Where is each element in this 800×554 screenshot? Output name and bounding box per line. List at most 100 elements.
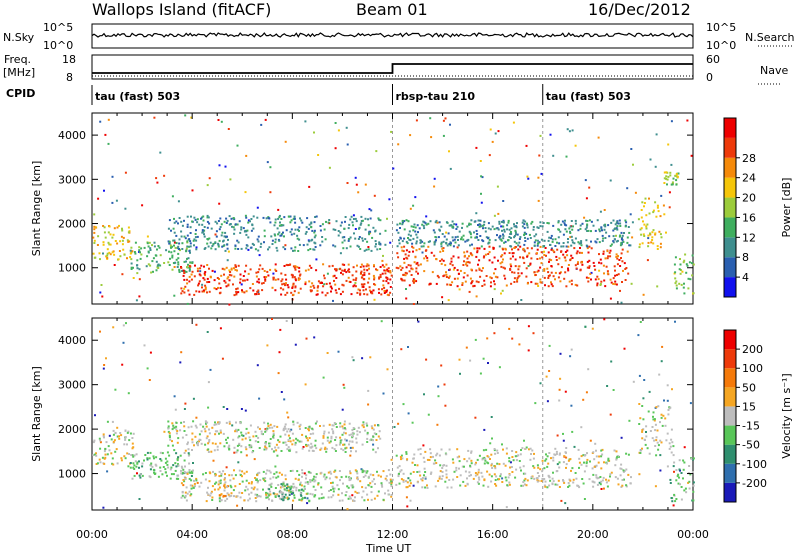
noise-pixel: [659, 469, 662, 472]
data-cell: [264, 278, 267, 281]
data-cell: [380, 482, 383, 485]
data-cell: [551, 238, 554, 241]
data-cell: [466, 264, 469, 267]
noise-pixel: [634, 191, 637, 194]
data-cell: [193, 293, 196, 296]
data-cell: [185, 250, 188, 253]
data-cell: [209, 494, 212, 497]
data-cell: [536, 226, 539, 229]
noise-pixel: [654, 165, 657, 168]
data-cell: [277, 233, 280, 236]
data-cell: [356, 430, 359, 433]
data-cell: [312, 248, 315, 251]
data-cell: [576, 284, 579, 287]
data-cell: [451, 220, 454, 223]
data-cell: [244, 489, 247, 492]
data-cell: [593, 465, 596, 468]
data-cell: [643, 235, 646, 237]
colorbar-tick-label: 8: [742, 251, 749, 264]
noise-pixel: [526, 175, 529, 178]
data-cell: [301, 447, 304, 450]
data-cell: [237, 248, 240, 250]
noise-pixel: [525, 144, 528, 147]
data-cell: [310, 221, 313, 224]
noise-pixel: [425, 215, 428, 218]
data-cell: [506, 484, 509, 487]
noise-pixel: [271, 318, 273, 320]
data-cell: [325, 447, 328, 450]
data-cell: [526, 479, 529, 482]
noise-pixel: [346, 508, 349, 511]
data-cell: [117, 258, 120, 261]
data-cell: [541, 256, 544, 259]
data-cell: [382, 498, 385, 501]
data-cell: [404, 271, 407, 274]
data-cell: [334, 283, 337, 286]
noise-pixel: [226, 408, 229, 410]
data-cell: [245, 247, 248, 250]
data-cell: [590, 220, 593, 223]
data-cell: [314, 242, 317, 245]
data-cell: [111, 236, 114, 239]
noise-pixel: [670, 120, 673, 123]
data-cell: [376, 269, 379, 272]
data-cell: [438, 477, 441, 480]
noise-pixel: [247, 248, 250, 251]
data-cell: [214, 248, 217, 251]
data-cell: [180, 465, 183, 468]
noise-pixel: [397, 422, 400, 425]
data-cell: [523, 232, 526, 235]
noise-pixel: [534, 402, 537, 405]
data-cell: [167, 425, 170, 428]
data-cell: [324, 446, 327, 449]
data-cell: [510, 282, 513, 285]
data-cell: [212, 470, 214, 473]
data-cell: [604, 257, 607, 260]
data-cell: [283, 235, 285, 238]
data-cell: [267, 248, 269, 251]
data-cell: [106, 256, 109, 259]
data-cell: [427, 222, 430, 225]
data-cell: [408, 238, 411, 241]
data-cell: [624, 219, 627, 222]
data-cell: [667, 413, 670, 416]
data-cell: [596, 483, 599, 486]
noise-pixel: [672, 504, 675, 507]
data-cell: [208, 432, 211, 435]
noise-pixel: [278, 351, 281, 354]
data-cell: [672, 445, 675, 448]
data-cell: [538, 475, 541, 478]
noise-pixel: [659, 454, 662, 457]
data-cell: [313, 495, 316, 498]
data-cell: [256, 493, 259, 496]
noise-pixel: [136, 472, 138, 475]
data-cell: [330, 472, 333, 475]
data-cell: [190, 475, 193, 477]
data-cell: [93, 256, 96, 259]
data-cell: [375, 439, 378, 441]
data-cell: [614, 464, 617, 467]
data-cell: [578, 486, 581, 489]
noise-pixel: [631, 236, 634, 239]
data-cell: [456, 285, 459, 288]
data-cell: [494, 275, 497, 278]
data-cell: [383, 290, 386, 292]
data-cell: [523, 223, 526, 226]
data-cell: [379, 437, 382, 440]
data-cell: [313, 231, 316, 234]
data-cell: [543, 484, 546, 487]
data-cell: [530, 453, 532, 455]
data-cell: [230, 274, 233, 277]
data-cell: [512, 252, 515, 255]
nsky-right-tick-bottom: 10^0: [706, 39, 736, 52]
data-cell: [129, 462, 132, 464]
data-cell: [406, 458, 409, 461]
data-cell: [263, 479, 266, 481]
data-cell: [292, 265, 295, 268]
data-cell: [543, 254, 546, 256]
data-cell: [126, 239, 129, 242]
data-cell: [345, 279, 348, 282]
data-cell: [417, 448, 420, 451]
data-cell: [178, 217, 181, 219]
data-cell: [498, 245, 501, 248]
